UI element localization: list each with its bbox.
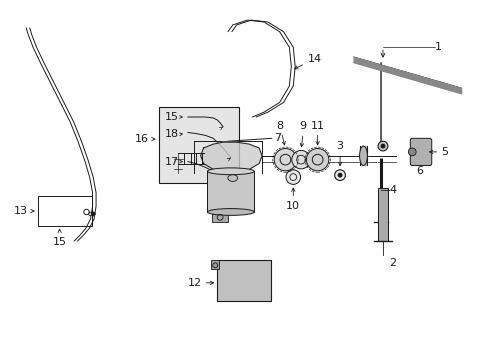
- Text: 12: 12: [187, 278, 201, 288]
- Text: 8: 8: [276, 121, 283, 131]
- Text: 3: 3: [336, 141, 343, 151]
- Ellipse shape: [227, 175, 237, 181]
- Circle shape: [285, 170, 300, 184]
- Text: 1: 1: [434, 42, 441, 52]
- Text: 15: 15: [53, 237, 66, 247]
- Bar: [211, 260, 219, 269]
- Text: 2: 2: [388, 257, 395, 267]
- Text: 15: 15: [164, 112, 178, 122]
- Text: 5: 5: [441, 147, 447, 157]
- Text: 16: 16: [135, 134, 149, 144]
- Circle shape: [291, 150, 310, 169]
- Circle shape: [274, 149, 296, 171]
- Circle shape: [337, 173, 342, 177]
- Bar: [207, 171, 254, 212]
- Text: 18: 18: [164, 130, 178, 139]
- Text: 14: 14: [294, 54, 322, 69]
- Polygon shape: [359, 146, 366, 166]
- Text: 9: 9: [299, 121, 306, 131]
- Polygon shape: [91, 212, 95, 216]
- Text: 6: 6: [415, 166, 422, 176]
- Text: 10: 10: [285, 201, 300, 211]
- Bar: [38, 197, 92, 226]
- Circle shape: [377, 141, 387, 151]
- Text: 13: 13: [14, 206, 28, 216]
- Circle shape: [306, 149, 328, 171]
- Text: 11: 11: [310, 121, 324, 131]
- FancyArrow shape: [226, 175, 234, 181]
- Ellipse shape: [359, 146, 366, 166]
- Ellipse shape: [207, 168, 254, 175]
- Bar: [217, 260, 270, 301]
- Text: 4: 4: [389, 185, 396, 195]
- Circle shape: [407, 148, 415, 156]
- Bar: [377, 188, 387, 241]
- Bar: [158, 107, 238, 183]
- Circle shape: [380, 144, 385, 149]
- Text: 17: 17: [164, 157, 178, 167]
- Ellipse shape: [207, 208, 254, 215]
- Bar: [212, 212, 227, 222]
- Text: 7: 7: [273, 133, 280, 143]
- FancyBboxPatch shape: [409, 138, 431, 166]
- Polygon shape: [200, 142, 262, 171]
- Circle shape: [334, 170, 345, 180]
